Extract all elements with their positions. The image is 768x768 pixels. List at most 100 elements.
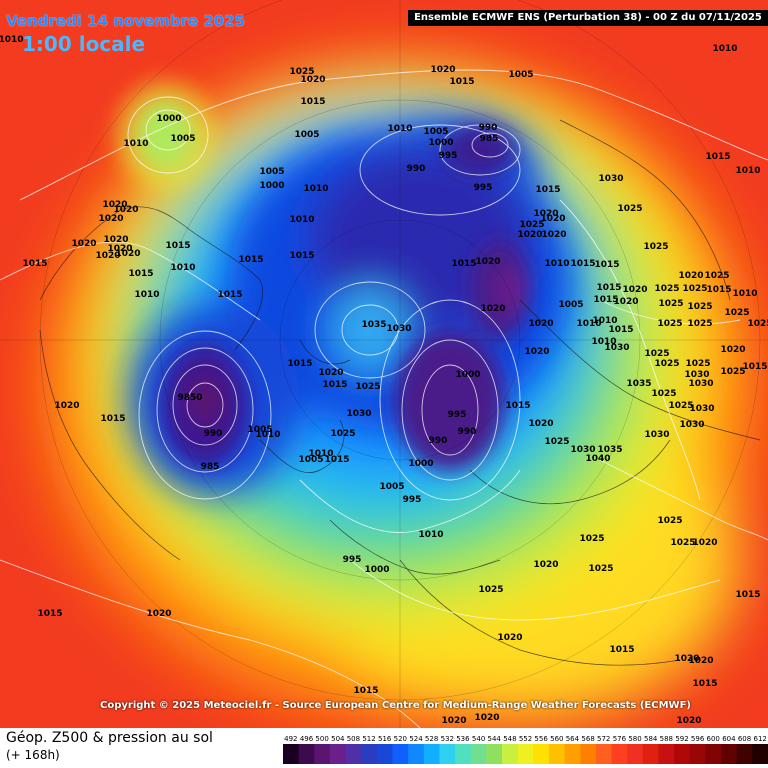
pressure-label: 1025 — [654, 359, 679, 369]
pressure-label: 1010 — [732, 289, 757, 299]
scale-swatch — [705, 744, 722, 764]
pressure-label: 1010 — [544, 259, 569, 269]
scale-swatch — [533, 744, 550, 764]
pressure-label: 9850 — [177, 393, 202, 403]
pressure-label: 1020 — [102, 200, 127, 210]
cyan-centre — [330, 285, 410, 375]
run-info-banner: Ensemble ECMWF ENS (Perturbation 38) - 0… — [408, 10, 768, 26]
pressure-label: 1015 — [128, 269, 153, 279]
pressure-label: 1015 — [505, 401, 530, 411]
scale-swatch — [721, 744, 738, 764]
pressure-label: 1015 — [324, 455, 349, 465]
pressure-label: 1020 — [95, 251, 120, 261]
scale-label: 512 — [362, 735, 375, 743]
pressure-label: 1020 — [113, 205, 138, 215]
scale-label: 548 — [503, 735, 516, 743]
pressure-label: 1025 — [668, 401, 693, 411]
scale-label: 504 — [331, 735, 345, 743]
pressure-label: 1030 — [570, 445, 595, 455]
scale-swatch — [549, 744, 566, 764]
scale-label: 528 — [425, 735, 438, 743]
pressure-label: 1025 — [747, 319, 768, 329]
scale-swatch — [580, 744, 597, 764]
pressure-label: 1015 — [593, 295, 618, 305]
pressure-label: 1015 — [322, 380, 347, 390]
scale-swatch — [658, 744, 675, 764]
pressure-label: 1020 — [497, 633, 522, 643]
pressure-label: 1025 — [704, 271, 729, 281]
scale-label: 572 — [597, 735, 610, 743]
scale-swatch — [423, 744, 440, 764]
pressure-label: 1025 — [588, 564, 613, 574]
copyright-notice: Copyright © 2025 Meteociel.fr - Source E… — [100, 700, 691, 711]
pressure-label: 1005 — [379, 482, 404, 492]
forecast-time: 1:00 locale — [22, 32, 146, 56]
scale-swatch — [674, 744, 691, 764]
scale-label: 556 — [534, 735, 548, 743]
scale-label: 508 — [347, 735, 360, 743]
scale-label: 532 — [441, 735, 454, 743]
pressure-label: 1015 — [706, 285, 731, 295]
geopotential-map: 1010102510201020101510051010101510001005… — [0, 0, 768, 728]
pressure-label: 985 — [480, 134, 499, 144]
pressure-label: 1030 — [604, 343, 629, 353]
scale-swatch — [564, 744, 581, 764]
pressure-label: 1025 — [685, 359, 710, 369]
pressure-label: 1025 — [644, 349, 669, 359]
color-scale: 492 496 500 504 508 512 516 520 524 528 532 536 540 5… — [283, 735, 768, 764]
pressure-label: 1030 — [346, 409, 371, 419]
pressure-label: 1025 — [720, 367, 745, 377]
pressure-label: 1020 — [103, 235, 128, 245]
pressure-label: 1020 — [692, 538, 717, 548]
scale-swatch — [642, 744, 659, 764]
pressure-label: 1020 — [480, 304, 505, 314]
pressure-label: 1030 — [688, 379, 713, 389]
scale-label: 492 — [284, 735, 297, 743]
pressure-label: 1010 — [418, 530, 443, 540]
scale-label: 516 — [378, 735, 392, 743]
scale-label: 584 — [644, 735, 658, 743]
pressure-label: 1010 — [591, 337, 616, 347]
scale-label: 612 — [754, 735, 767, 743]
pressure-label: 1010 — [170, 263, 195, 273]
pressure-label: 1025 — [687, 319, 712, 329]
scale-label: 524 — [409, 735, 423, 743]
pressure-label: 1010 — [735, 166, 760, 176]
pressure-label: 1030 — [386, 324, 411, 334]
pressure-label: 1020 — [528, 419, 553, 429]
scale-swatch — [502, 744, 519, 764]
pressure-label: 1030 — [598, 174, 623, 184]
pressure-label: 1020 — [430, 65, 455, 75]
pressure-label: 1030 — [679, 420, 704, 430]
scale-swatch — [361, 744, 378, 764]
pressure-label: 985 — [201, 462, 220, 472]
pressure-label: 1020 — [300, 75, 325, 85]
pressure-label: 1010 — [255, 430, 280, 440]
pressure-label: 1010 — [303, 184, 328, 194]
pressure-label: 1020 — [540, 214, 565, 224]
pressure-label: 1015 — [535, 185, 560, 195]
pressure-label: 1025 — [478, 585, 503, 595]
pressure-label: 1015 — [217, 290, 242, 300]
pressure-label: 1020 — [533, 209, 558, 219]
pressure-label: 1020 — [720, 345, 745, 355]
pressure-label: 1025 — [670, 538, 695, 548]
pressure-label: 1005 — [508, 70, 533, 80]
pressure-label: 1015 — [609, 645, 634, 655]
scale-label: 496 — [300, 735, 314, 743]
scale-swatch — [689, 744, 706, 764]
pressure-label: 1020 — [54, 401, 79, 411]
pressure-label: 1015 — [692, 679, 717, 689]
scale-swatch — [298, 744, 315, 764]
pressure-label: 1035 — [361, 320, 386, 330]
scale-label: 540 — [472, 735, 485, 743]
pressure-label: 1015 — [22, 259, 47, 269]
pressure-label: 1015 — [594, 260, 619, 270]
pressure-label: 1000 — [428, 138, 453, 148]
pressure-label: 1025 — [687, 302, 712, 312]
scale-swatch — [455, 744, 472, 764]
deep-core-west — [187, 376, 223, 424]
pressure-label: 1020 — [475, 257, 500, 267]
pressure-label: 1020 — [688, 656, 713, 666]
